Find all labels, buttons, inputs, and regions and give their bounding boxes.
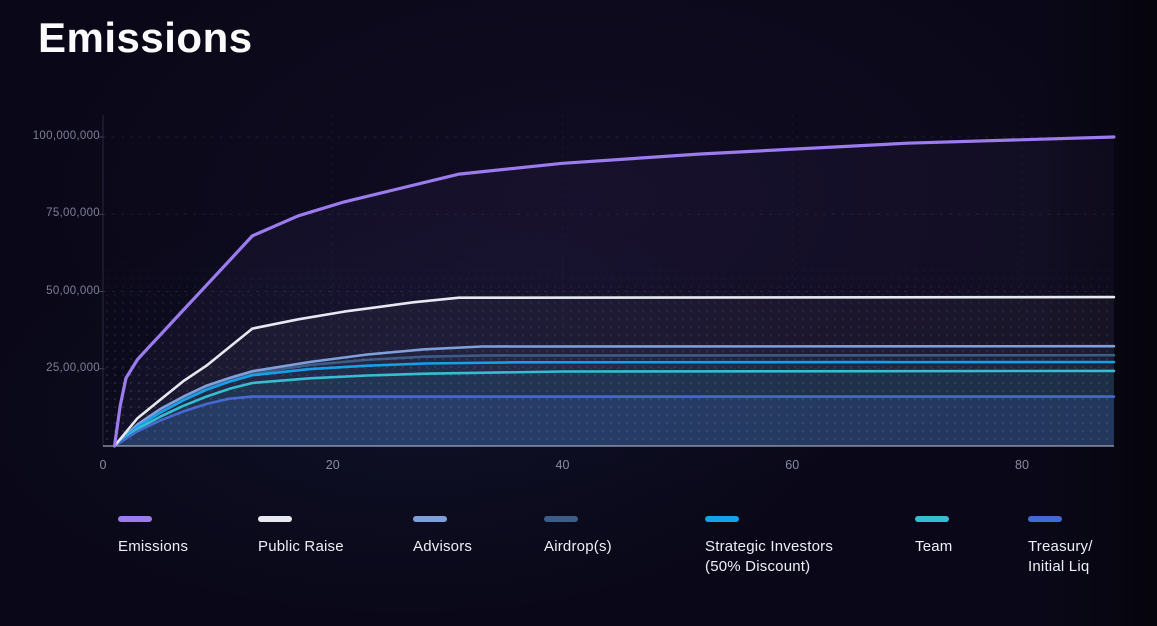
x-axis-label: 40	[555, 458, 570, 472]
legend-label: Strategic Investors	[705, 538, 834, 555]
x-axis-label: 80	[1015, 458, 1029, 472]
legend-item-5[interactable]: Team	[915, 508, 952, 557]
legend-swatch	[258, 516, 292, 522]
legend-swatch	[1028, 516, 1062, 522]
x-axis-label: 60	[785, 458, 800, 472]
series-line-6	[113, 395, 1116, 448]
series-line-4	[113, 360, 1116, 448]
legend-item-2[interactable]: Advisors	[413, 508, 472, 557]
legend-label: Team	[915, 538, 953, 555]
series-line-2	[113, 344, 1116, 448]
series-area-5	[114, 370, 1114, 446]
y-axis-label: 25,00,000	[46, 361, 100, 374]
y-axis-label: 100,000,000	[32, 130, 100, 142]
legend-label: (50% Discount)	[705, 558, 811, 575]
series-area-4	[114, 362, 1114, 446]
legend-label: Advisors	[413, 538, 473, 555]
legend-swatch	[544, 516, 578, 522]
legend-swatch	[118, 516, 152, 522]
series-line-3	[113, 353, 1116, 448]
y-axis-label: 75,00,000	[46, 207, 100, 220]
x-axis-label: 20	[325, 458, 340, 472]
y-axis-label: 50,00,000	[46, 284, 100, 297]
legend-label: Treasury/	[1028, 538, 1093, 555]
series-line-1	[113, 295, 1116, 448]
legend-item-4[interactable]: Strategic Investors (50% Discount)	[705, 508, 833, 577]
series-line-5	[113, 369, 1116, 448]
legend-item-6[interactable]: Treasury/Initial Liq	[1028, 508, 1093, 577]
legend-swatch	[705, 516, 739, 522]
page-title: Emissions	[38, 14, 253, 61]
legend-item-1[interactable]: Public Raise	[258, 508, 344, 557]
legend-label: Initial Liq	[1028, 558, 1090, 575]
chart-legend: Emissions Public Raise Advisors Airdrop(s) S…	[0, 508, 1157, 618]
series-area-6	[114, 396, 1114, 446]
legend-label: Emissions	[118, 538, 189, 555]
legend-label: Public Raise	[258, 538, 344, 555]
legend-item-0[interactable]: Emissions	[118, 508, 188, 557]
legend-label: Airdrop(s)	[544, 538, 612, 555]
series-area-0	[114, 137, 1114, 446]
legend-item-3[interactable]: Airdrop(s)	[544, 508, 612, 557]
legend-swatch	[413, 516, 447, 522]
series-line-0	[112, 135, 1116, 448]
legend-swatch	[915, 516, 949, 522]
series-area-3	[114, 355, 1114, 446]
x-axis-label: 0	[99, 458, 107, 472]
